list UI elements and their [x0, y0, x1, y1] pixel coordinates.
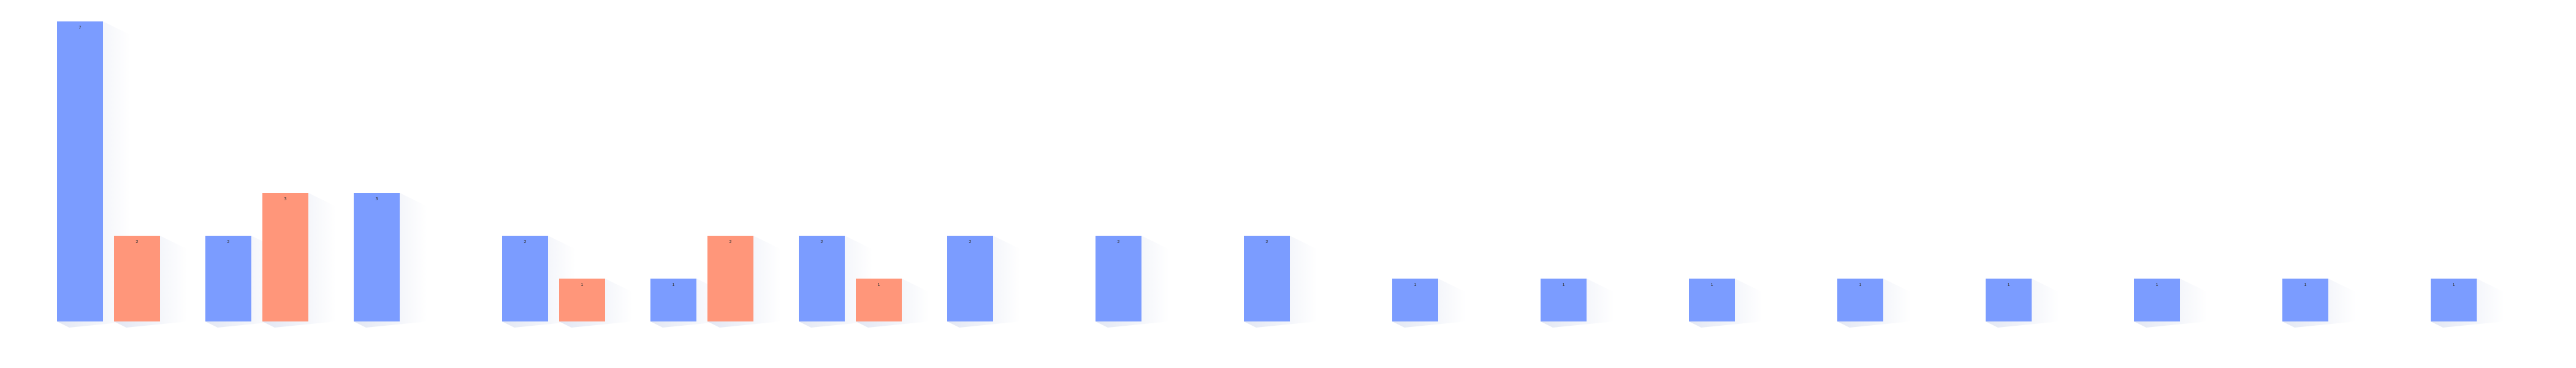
bar-series-a	[354, 193, 400, 321]
bar-shadow	[262, 193, 336, 328]
bar-value-label: 2	[227, 239, 229, 244]
bar-series-a	[2431, 279, 2477, 321]
bar-series-a	[205, 236, 251, 321]
bar-series-b	[707, 236, 753, 321]
bar-shadow	[707, 236, 781, 328]
bar-series-a	[650, 279, 696, 321]
bar-shadow	[2134, 279, 2208, 328]
bar-value-label: 1	[1859, 282, 1861, 287]
bar-shadow	[502, 236, 576, 328]
bar-shadow	[1837, 279, 1911, 328]
bar-group-a-7: 2	[1096, 236, 1169, 328]
bar-series-a	[947, 236, 993, 321]
bar-shadow	[114, 236, 188, 328]
bar-value-label: 1	[672, 282, 674, 287]
bar-value-label: 2	[969, 239, 971, 244]
bar-value-label: 3	[284, 197, 286, 201]
bar-series-b	[559, 279, 605, 321]
bar-group-a-4: 1	[650, 279, 724, 328]
bar-group-a-12: 1	[1837, 279, 1911, 328]
bar-group-a-3: 2	[502, 236, 576, 328]
bar-group-a-2: 3	[354, 193, 427, 328]
bar-group-a-13: 1	[1986, 279, 2059, 328]
bar-shadow	[650, 279, 724, 328]
bar-value-label: 2	[729, 239, 731, 244]
bar-series-a	[2282, 279, 2328, 321]
bar-value-label: 2	[1265, 239, 1268, 244]
bar-value-label: 1	[1562, 282, 1564, 287]
bar-group-a-16: 1	[2431, 279, 2504, 328]
bar-group-a-5: 2	[799, 236, 872, 328]
bar-value-label: 1	[1710, 282, 1713, 287]
bar-shadow	[799, 236, 872, 328]
bar-group-a-1: 2	[205, 236, 279, 328]
bar-value-label: 2	[820, 239, 823, 244]
bar-series-a	[57, 21, 103, 321]
bar-group-b-1: 3	[262, 193, 336, 328]
bar-series-a	[1392, 279, 1438, 321]
bar-value-label: 2	[524, 239, 526, 244]
bar-group-a-15: 1	[2282, 279, 2356, 328]
bar-value-label: 1	[2155, 282, 2158, 287]
bar-group-a-10: 1	[1541, 279, 1614, 328]
bar-series-a	[1096, 236, 1141, 321]
bar-group-b-4: 2	[707, 236, 781, 328]
bar-shadow	[205, 236, 279, 328]
bar-value-label: 1	[2304, 282, 2306, 287]
bar-group-a-9: 1	[1392, 279, 1466, 328]
bar-value-label: 1	[877, 282, 880, 287]
bar-group-a-11: 1	[1689, 279, 1762, 328]
bar-shadow	[559, 279, 633, 328]
bar-group-a-6: 2	[947, 236, 1021, 328]
bar-group-b-5: 1	[856, 279, 929, 328]
bar-series-a	[1986, 279, 2032, 321]
bar-value-label: 1	[2452, 282, 2455, 287]
bar-shadow	[856, 279, 929, 328]
bar-series-a	[1689, 279, 1735, 321]
bar-value-label: 2	[135, 239, 138, 244]
bar-value-label: 1	[1414, 282, 1416, 287]
bar-series-a	[1244, 236, 1290, 321]
bar-shadow	[1244, 236, 1317, 328]
bar-series-a	[799, 236, 845, 321]
bar-value-label: 3	[375, 197, 378, 201]
bar-group-b-3: 1	[559, 279, 633, 328]
bar-series-a	[2134, 279, 2180, 321]
bar-series-a	[1541, 279, 1587, 321]
bar-shadow	[1541, 279, 1614, 328]
bar-group-a-14: 1	[2134, 279, 2208, 328]
bar-value-label: 1	[2007, 282, 2010, 287]
bar-shadow	[947, 236, 1021, 328]
bar-value-label: 1	[581, 282, 583, 287]
bar-group-b-0: 2	[114, 236, 188, 328]
bar-series-a	[502, 236, 548, 321]
bar-series-a	[1837, 279, 1883, 321]
bar-series-b	[114, 236, 160, 321]
bar-shadow	[57, 21, 131, 328]
bar-shadow	[2282, 279, 2356, 328]
bar-shadow	[1096, 236, 1169, 328]
bar-shadow	[2431, 279, 2504, 328]
bar-shadow	[1689, 279, 1762, 328]
bar-shadow	[1986, 279, 2059, 328]
bar-series-b	[262, 193, 308, 321]
bar-group-a-8: 2	[1244, 236, 1317, 328]
bar-shadow	[354, 193, 427, 328]
bar-shadow	[1392, 279, 1466, 328]
bar-value-label: 2	[1117, 239, 1119, 244]
bar-value-label: 7	[78, 25, 81, 30]
bar-series-b	[856, 279, 902, 321]
bar-group-a-0: 7	[57, 21, 131, 328]
